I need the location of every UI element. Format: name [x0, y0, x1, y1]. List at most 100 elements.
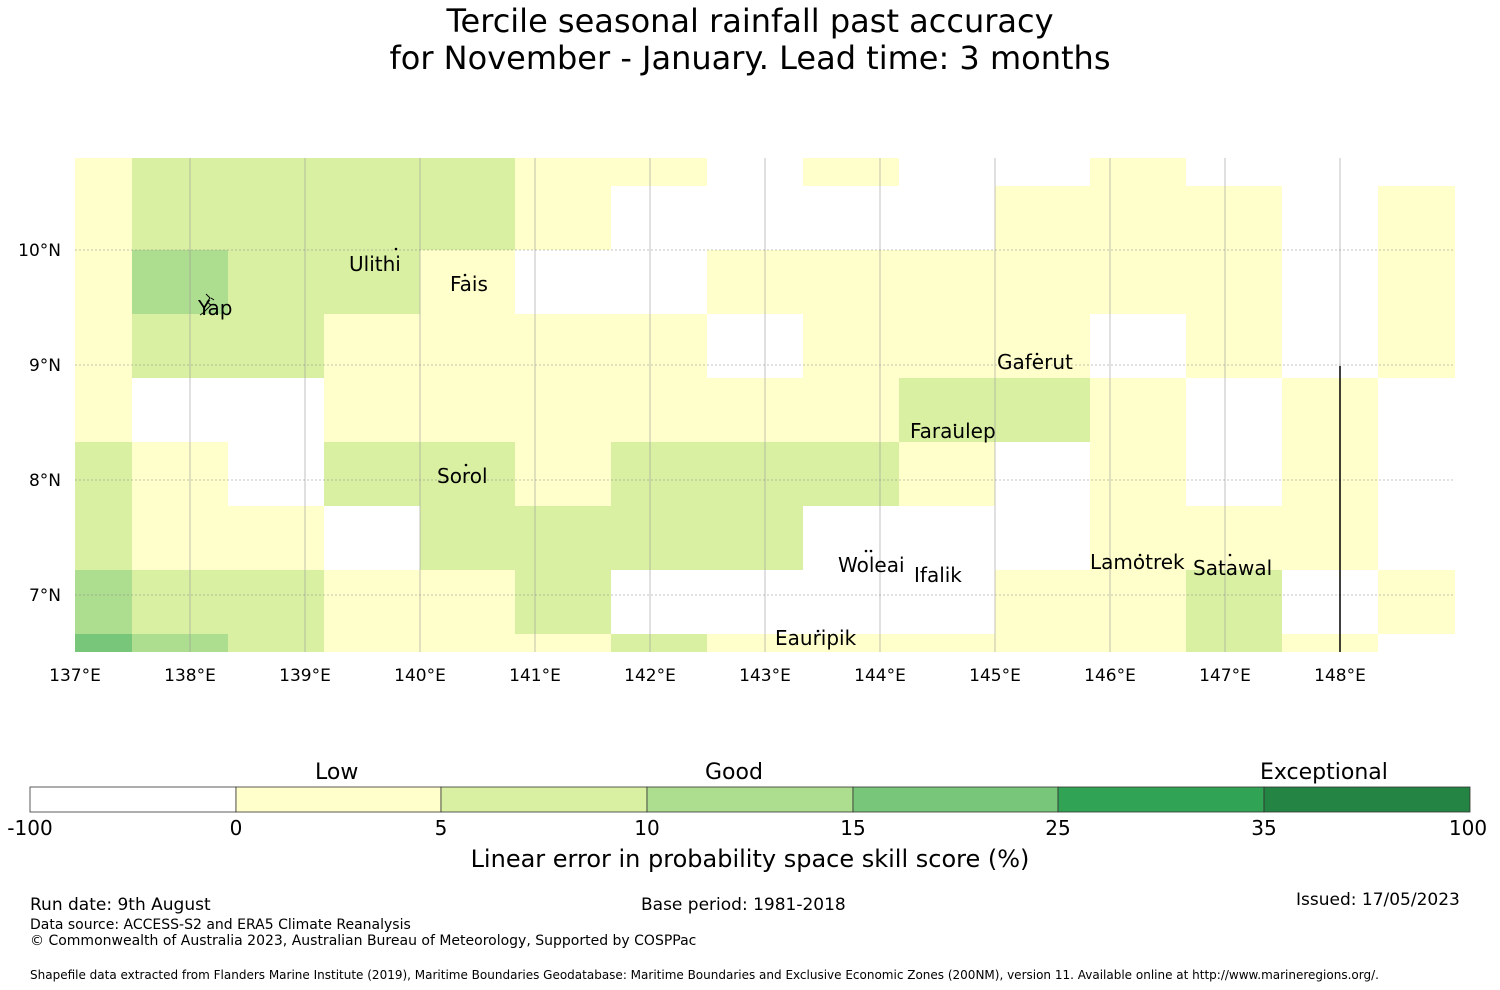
skill-cell — [132, 570, 228, 634]
skill-cell — [132, 634, 228, 652]
colorbar-tick: 35 — [1251, 816, 1277, 840]
colorbar-swatch — [1263, 786, 1471, 813]
skill-cell — [515, 314, 611, 378]
eauripik-island-marker — [816, 629, 820, 633]
place-label-faraulep: Faraulep — [910, 419, 996, 443]
sorol-island-marker — [464, 463, 468, 467]
skill-cell — [1090, 506, 1186, 570]
longitude-tick-label: 143°E — [739, 666, 791, 686]
skill-cell — [899, 250, 995, 314]
skill-cell — [420, 378, 515, 442]
colorbar-tick: 25 — [1045, 816, 1071, 840]
skill-cell — [611, 158, 707, 186]
skill-cell — [1186, 570, 1282, 634]
skill-cell — [420, 158, 515, 186]
skill-cell — [228, 314, 324, 378]
skill-cell — [995, 570, 1090, 634]
colorbar-tick: 15 — [840, 816, 866, 840]
skill-cell — [611, 506, 707, 570]
skill-cell — [1090, 378, 1186, 442]
skill-cell — [1282, 506, 1378, 570]
skill-cell — [515, 158, 611, 186]
skill-cell — [1090, 186, 1186, 250]
skill-cell — [324, 378, 420, 442]
colorbar-swatch — [440, 786, 648, 813]
skill-cell — [132, 158, 228, 186]
skill-cell — [1186, 314, 1282, 378]
latitude-tick-label: 8°N — [29, 471, 61, 491]
colorbar-swatch — [852, 786, 1059, 813]
place-label-ulithi: Ulithi — [349, 252, 401, 276]
skill-cell — [803, 158, 899, 186]
skill-cell — [1378, 250, 1455, 314]
skill-cell — [324, 250, 420, 314]
lamotrek-island-marker — [1138, 553, 1142, 557]
skill-cell — [1186, 506, 1282, 570]
gaferut-island-marker — [1035, 352, 1039, 356]
skill-cell — [324, 186, 420, 250]
skill-cell — [228, 506, 324, 570]
skill-cell — [75, 378, 132, 442]
longitude-tick-label: 137°E — [49, 666, 101, 686]
skill-cell — [995, 250, 1090, 314]
skill-cell — [75, 186, 132, 250]
skill-cell — [420, 314, 515, 378]
skill-cell — [75, 314, 132, 378]
skill-cell — [132, 186, 228, 250]
skill-cell — [1378, 186, 1455, 250]
skill-cell — [515, 570, 611, 634]
longitude-tick-label: 147°E — [1199, 666, 1251, 686]
colorbar-tick: 100 — [1448, 816, 1488, 840]
skill-cell — [803, 250, 899, 314]
colorbar-axis-label: Linear error in probability space skill … — [470, 845, 1030, 873]
skill-cell — [515, 186, 611, 250]
skill-cell — [515, 634, 611, 652]
skill-cell — [75, 442, 132, 506]
colorbar-swatch — [29, 786, 237, 813]
colorbar-category-low: Low — [315, 760, 359, 785]
colorbar-category-exceptional: Exceptional — [1260, 760, 1388, 785]
longitude-tick-label: 144°E — [854, 666, 906, 686]
skill-cell — [995, 634, 1090, 652]
colorbar-swatch — [646, 786, 854, 813]
woleai-island-marker — [864, 549, 868, 553]
skill-cell — [899, 634, 995, 652]
issued-date: Issued: 17/05/2023 — [1296, 890, 1460, 910]
place-label-eauripik: Eauripik — [775, 626, 857, 650]
skill-cell — [75, 506, 132, 570]
skill-cell — [228, 634, 324, 652]
shapefile-credit: Shapefile data extracted from Flanders M… — [30, 968, 1379, 982]
skill-cell — [420, 250, 515, 314]
map-title-line-2: for November - January. Lead time: 3 mon… — [389, 39, 1111, 77]
faraulep-island-marker — [953, 423, 957, 427]
skill-cell — [803, 314, 899, 378]
latitude-tick-label: 10°N — [18, 241, 61, 261]
skill-cell — [707, 506, 803, 570]
skill-cell — [1090, 634, 1186, 652]
skill-cell — [75, 250, 132, 314]
skill-cell — [420, 506, 515, 570]
latitude-tick-label: 9°N — [29, 356, 61, 376]
place-label-lamotrek: Lamotrek — [1090, 550, 1185, 574]
skill-cell — [1282, 634, 1378, 652]
skill-cell — [324, 158, 420, 186]
longitude-tick-label: 141°E — [509, 666, 561, 686]
longitude-tick-label: 146°E — [1084, 666, 1136, 686]
colorbar-tick: 10 — [634, 816, 660, 840]
graticule — [75, 158, 1455, 652]
skill-cell — [75, 158, 132, 186]
skill-cell — [515, 378, 611, 442]
woleai-island-marker-2 — [869, 549, 873, 553]
skill-cell — [1090, 442, 1186, 506]
longitude-tick-label: 138°E — [164, 666, 216, 686]
skill-cell — [420, 634, 515, 652]
skill-cell — [75, 634, 132, 652]
skill-cell — [324, 314, 420, 378]
colorbar-swatch — [1057, 786, 1265, 813]
axis-labels: 137°E 138°E 139°E 140°E 141°E 142°E 143°E 144°E… — [18, 241, 1366, 686]
skill-cell — [1186, 186, 1282, 250]
skill-cell — [228, 158, 324, 186]
skill-cell — [324, 570, 420, 634]
skill-cell — [899, 442, 995, 506]
place-label-sorol: Sorol — [437, 464, 488, 488]
